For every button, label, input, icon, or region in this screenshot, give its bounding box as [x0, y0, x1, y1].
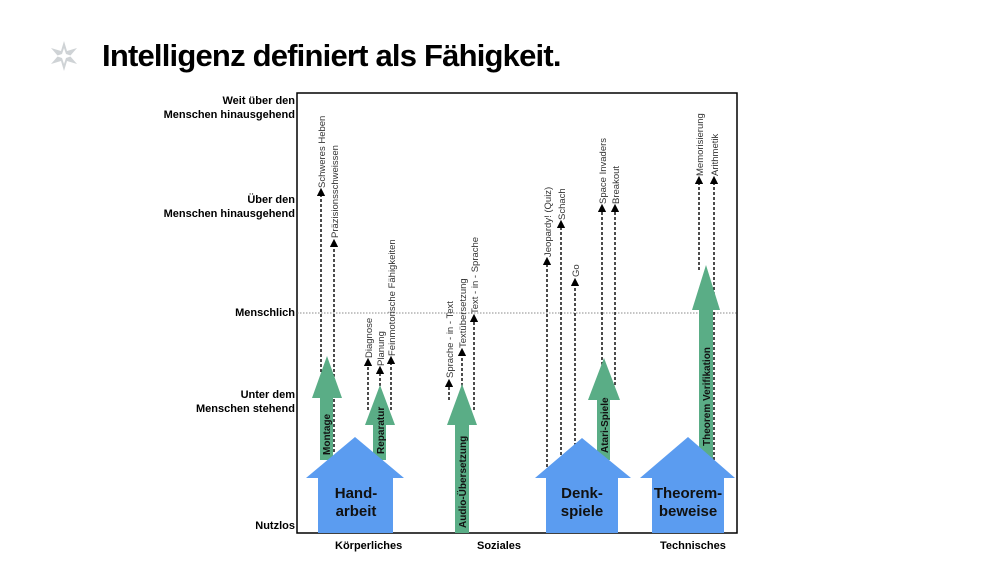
- task-label: Textübersetzung: [458, 278, 469, 348]
- green-arrow-theorem: [692, 265, 720, 460]
- green-arrow-audio: [447, 384, 477, 533]
- task-label: Arithmetik: [710, 134, 721, 176]
- y-label-human: Menschlich: [235, 307, 295, 319]
- house-denkspiele: [535, 438, 631, 533]
- green-arrow-reparatur: [365, 385, 395, 460]
- task-label: Schweres Heben: [317, 116, 328, 188]
- logo-icon: [51, 41, 77, 71]
- task-label: Memorisierung: [695, 113, 706, 176]
- green-arrow-montage: [312, 356, 342, 460]
- house-label-line2: arbeit: [336, 503, 377, 520]
- house-label-line1: Denk-: [561, 485, 603, 502]
- task-label: Sprache - in - Text: [445, 301, 456, 378]
- y-label-far-above: Weit über den Menschen hinausgehend: [163, 95, 295, 121]
- green-label-montage: Montage: [322, 413, 333, 455]
- x-label-technical: Technisches: [660, 540, 726, 552]
- y-label-above: Über den Menschen hinausgehend: [163, 194, 295, 220]
- house-label-line1: Theorem-: [654, 485, 722, 502]
- house-label-line1: Hand-: [335, 485, 378, 502]
- house-label-line2: spiele: [561, 503, 604, 520]
- y-label-below: Unter dem Menschen stehend: [195, 389, 295, 415]
- task-label: Go: [571, 264, 582, 277]
- house-handarbeit: [306, 437, 404, 533]
- green-label-theorem: Theorem Verifikation: [702, 347, 713, 446]
- task-label: Text - in - Sprache: [470, 237, 481, 314]
- task-label: Breakout: [611, 166, 622, 204]
- green-arrow-atari: [588, 358, 620, 460]
- house-label-line2: beweise: [659, 503, 717, 520]
- green-label-atari: Atari-Spiele: [600, 397, 611, 453]
- green-label-audio: Audio-Übersetzung: [456, 436, 469, 528]
- task-label: Jeopardy! (Quiz): [543, 187, 554, 257]
- y-label-useless: Nutzlos: [255, 520, 295, 532]
- task-label: Diagnose: [364, 318, 375, 358]
- page-title: Intelligenz definiert als Fähigkeit.: [102, 38, 561, 73]
- task-label: Feinmotorische Fähigkeiten: [387, 239, 398, 356]
- x-label-social: Soziales: [477, 540, 522, 552]
- task-label: Präzisionsschweissen: [330, 145, 341, 238]
- task-label: Planung: [376, 331, 387, 366]
- task-label: Space Invaders: [598, 138, 609, 204]
- x-label-physical: Körperliches: [335, 540, 403, 552]
- task-label: Schach: [557, 188, 568, 220]
- house-theorembeweise: [640, 437, 735, 533]
- green-label-reparatur: Reparatur: [376, 407, 387, 454]
